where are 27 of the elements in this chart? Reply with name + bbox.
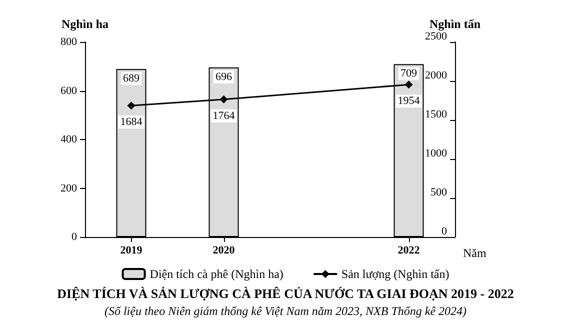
y2-tick-label: 500 (430, 186, 448, 198)
data-label: 1764 (212, 110, 236, 122)
y-tick-label: 200 (60, 182, 78, 194)
data-label: 696 (216, 70, 232, 83)
x-axis-title: Năm (463, 246, 487, 260)
x-tick-label: 2022 (398, 244, 420, 256)
data-label: 689 (123, 72, 140, 85)
y-axis-title: Nghìn ha (61, 17, 109, 31)
x-tick-label: 2019 (120, 244, 143, 256)
y2-tick-label: 0 (442, 226, 448, 238)
y-tick-label: 0 (72, 231, 78, 243)
y-tick-label: 400 (60, 134, 78, 146)
y-tick-label: 600 (60, 84, 78, 97)
data-label: 1954 (398, 95, 420, 108)
data-label: 1684 (120, 116, 143, 128)
text: (Số liệu theo Niên giám thống kê Việt Nam năm 2023, NXB Thống kê 2024) (104, 304, 467, 318)
legend-label: Diện tích cà phê (Nghìn ha) (150, 267, 284, 281)
y2-tick-label: 2000 (425, 70, 448, 82)
x-tick-label: 2020 (212, 244, 236, 256)
y2-axis-title: Nghìn tấn (429, 17, 481, 31)
legend-label: Sản lượng (Nghìn tấn) (341, 267, 450, 281)
y2-tick-label: 1500 (425, 108, 448, 120)
y-tick-label: 800 (60, 36, 78, 48)
data-label: 709 (400, 68, 418, 80)
text: DIỆN TÍCH VÀ SẢN LƯỢNG CÀ PHÊ CỦA NƯỚC TA GIAI ĐOẠN 2019 - 2022 (57, 286, 514, 301)
y2-tick-label: 1000 (425, 148, 448, 160)
y2-tick-label: 2500 (425, 30, 448, 42)
